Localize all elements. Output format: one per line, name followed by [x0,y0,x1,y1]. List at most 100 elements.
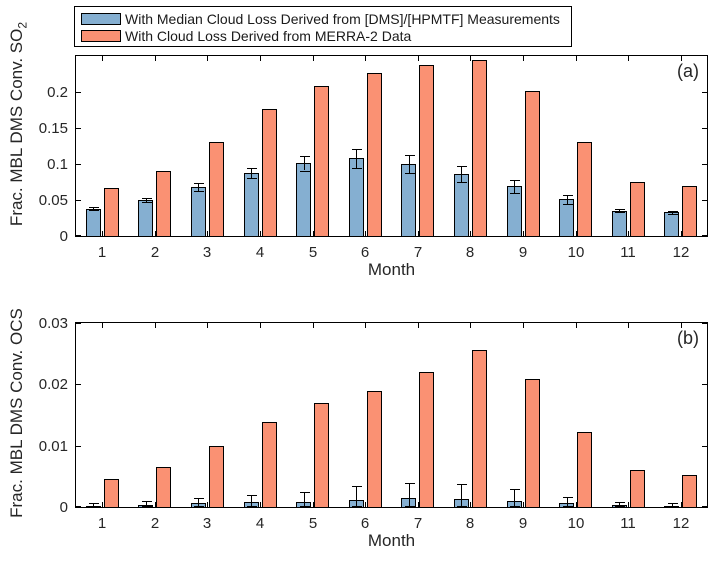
error-bar-cap [562,195,573,196]
error-bar-cap [562,506,573,507]
y-tick-mark [702,164,707,165]
x-tick-label: 11 [620,244,636,261]
x-tick-label: 10 [567,244,585,261]
error-bar-cap [509,192,520,194]
y-tick-mark [702,506,707,507]
bar-measurements-month-7 [401,498,417,507]
x-tick-label: 1 [97,244,107,261]
x-tick-mark [681,323,682,328]
error-bar-line [514,489,515,507]
x-tick-label: 8 [465,244,475,261]
y-tick-label: 0.1 [47,156,68,173]
legend-label: With Median Cloud Loss Derived from [DMS… [125,10,560,27]
x-tick-mark [155,56,156,61]
x-tick-mark [102,231,103,236]
x-tick-mark [470,231,471,236]
bar-merra2-month-3 [209,445,224,507]
error-bar-cap [141,197,152,199]
error-bar-line [251,494,252,507]
x-tick-mark [155,323,156,328]
x-tick-label: 2 [150,515,160,532]
bar-measurements-month-11 [611,210,627,236]
y-tick-mark [702,200,707,201]
bar-measurements-month-1 [85,208,101,236]
bar-measurements-month-6 [348,158,364,236]
error-bar-line [619,502,620,507]
x-tick-mark [628,502,629,507]
x-tick-mark [207,502,208,507]
x-tick-mark [260,323,261,328]
error-bar-cap [404,155,415,157]
error-bar-cap [141,506,152,507]
y-tick-mark [702,235,707,236]
y-tick-label: 0.01 [38,438,68,455]
y-tick-mark [76,164,81,165]
error-bar-cap [299,506,310,507]
y-tick-label: 0 [59,228,68,245]
error-bar-line [251,168,252,179]
x-tick-mark [576,56,577,61]
error-bar-line [461,166,462,182]
error-bar-cap [246,494,257,496]
x-tick-label: 7 [413,515,423,532]
y-tick-label: 0.05 [38,192,68,209]
legend-item: With Median Cloud Loss Derived from [DMS… [75,10,571,27]
bar-measurements-month-5 [296,163,312,236]
bar-merra2-month-9 [524,378,540,507]
y-tick-mark [76,323,81,324]
bar-merra2-month-7 [419,65,435,236]
x-tick-mark [418,231,419,236]
error-bar-cap [614,212,625,214]
error-bar-line [146,500,147,507]
x-tick-mark [102,56,103,61]
bar-measurements-month-5 [296,501,312,507]
error-bar-cap [614,209,625,211]
x-tick-label: 9 [518,244,528,261]
x-tick-mark [681,231,682,236]
error-bar-line [198,497,199,507]
y-tick-label: 0.15 [38,120,68,137]
x-tick-mark [155,502,156,507]
x-tick-label: 3 [202,244,212,261]
y-tick-mark [76,200,81,201]
x-tick-mark [260,502,261,507]
error-bar-cap [141,500,152,502]
x-tick-label: 4 [255,244,265,261]
x-tick-mark [365,323,366,328]
x-tick-label: 8 [465,515,475,532]
bar-merra2-month-4 [261,422,277,507]
x-tick-mark [681,502,682,507]
error-bar-cap [404,483,415,485]
x-tick-label: 6 [360,515,370,532]
x-tick-label: 5 [308,244,318,261]
bar-merra2-month-6 [366,73,382,236]
x-tick-label: 6 [360,244,370,261]
error-bar-cap [88,503,99,505]
error-bar-line [93,503,94,507]
error-bar-cap [456,166,467,168]
error-bar-line [514,179,515,193]
x-tick-mark [365,231,366,236]
error-bar-cap [193,506,204,507]
x-tick-mark [313,323,314,328]
x-tick-label: 10 [567,515,585,532]
y-tick-mark [76,92,81,93]
x-tick-label: 9 [518,515,528,532]
bar-measurements-month-4 [243,173,259,236]
error-bar-cap [246,178,257,180]
error-bar-cap [88,210,99,212]
y-tick-mark [76,128,81,129]
y-axis-label-text: Frac. MBL DMS Conv. OCS [7,308,26,518]
y-tick-mark [76,506,81,507]
x-tick-label: 5 [308,515,318,532]
y-tick-mark [702,384,707,385]
error-bar-line [304,491,305,507]
error-bar-cap [351,506,362,507]
x-tick-mark [207,231,208,236]
error-bar-cap [509,506,520,507]
y-tick-mark [76,446,81,447]
y-tick-mark [702,446,707,447]
error-bar-line [461,483,462,507]
error-bar-cap [351,486,362,488]
